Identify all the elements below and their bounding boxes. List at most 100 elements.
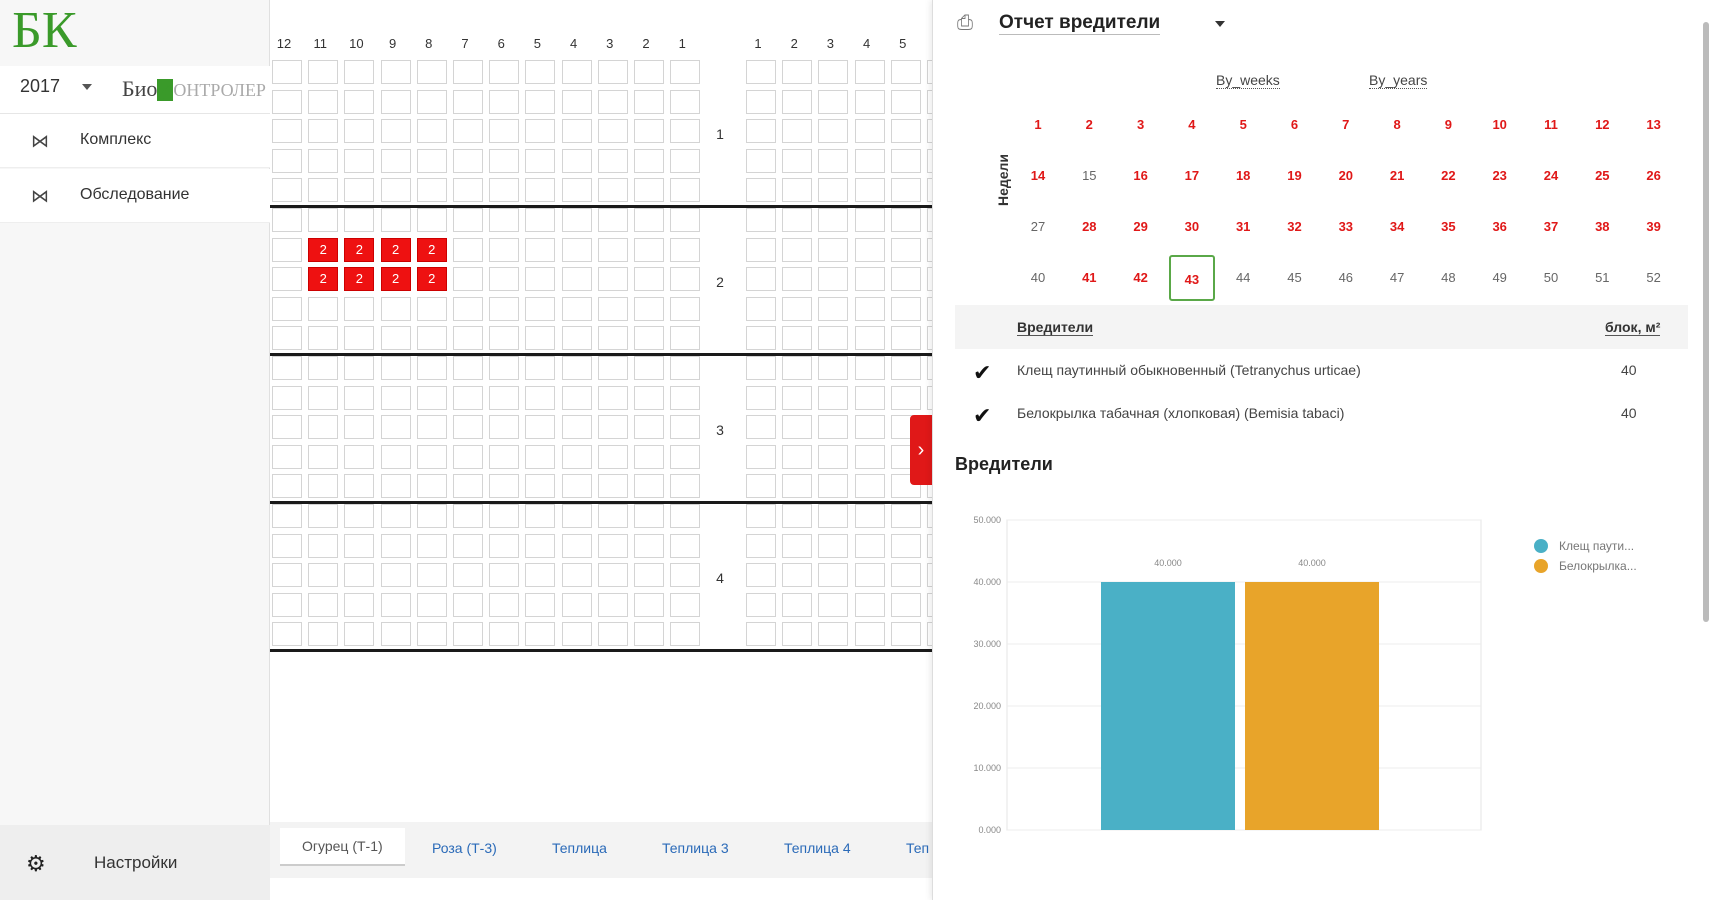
grid-cell[interactable] (782, 504, 813, 528)
grid-cell[interactable] (854, 356, 885, 380)
grid-cell[interactable] (597, 326, 628, 350)
grid-cell[interactable] (854, 326, 885, 350)
grid-cell[interactable] (525, 148, 556, 173)
week-day[interactable]: 30 (1184, 219, 1200, 234)
grid-cell[interactable] (670, 89, 701, 114)
grid-cell[interactable] (453, 356, 483, 380)
grid-cell[interactable] (344, 119, 375, 143)
grid-cell[interactable] (272, 178, 302, 202)
grid-cell[interactable] (854, 178, 885, 202)
grid-cell[interactable] (854, 474, 885, 498)
grid-cell[interactable] (416, 592, 447, 617)
grid-cell[interactable] (818, 474, 849, 498)
grid-cell[interactable] (380, 385, 411, 410)
week-day[interactable]: 31 (1235, 219, 1251, 234)
grid-cell[interactable] (380, 89, 411, 114)
grid-cell[interactable] (782, 622, 813, 646)
grid-cell[interactable] (489, 60, 520, 84)
grid-cell[interactable] (670, 504, 701, 528)
grid-cell[interactable] (416, 474, 447, 498)
grid-cell[interactable] (308, 474, 339, 498)
grid-cell[interactable] (561, 444, 592, 469)
grid-cell[interactable] (489, 563, 520, 587)
grid-cell[interactable] (453, 444, 483, 469)
col-header-block[interactable]: блок, м² (1605, 319, 1661, 336)
grid-cell[interactable] (782, 119, 813, 143)
grid-cell[interactable] (634, 504, 664, 528)
grid-cell[interactable] (272, 474, 302, 498)
grid-cell[interactable] (597, 237, 628, 262)
grid-cell[interactable] (453, 504, 483, 528)
grid-cell[interactable] (272, 119, 302, 143)
grid-cell[interactable] (344, 356, 375, 380)
grid-cell[interactable] (782, 237, 813, 262)
grid-cell[interactable] (453, 592, 483, 617)
grid-cell[interactable] (489, 385, 520, 410)
grid-cell[interactable] (525, 356, 556, 380)
grid-cell-marked[interactable]: 2 (308, 237, 339, 262)
grid-cell[interactable] (818, 504, 849, 528)
grid-cell[interactable] (634, 385, 664, 410)
grid-cell[interactable] (818, 119, 849, 143)
grid-cell[interactable] (634, 415, 664, 439)
week-day[interactable]: 17 (1184, 168, 1200, 183)
grid-cell[interactable] (670, 533, 701, 558)
grid-cell[interactable] (380, 356, 411, 380)
print-icon[interactable]: ⎙ (957, 12, 973, 34)
grid-cell[interactable] (416, 356, 447, 380)
grid-cell[interactable] (525, 474, 556, 498)
grid-cell[interactable] (308, 504, 339, 528)
chevron-down-icon[interactable] (1215, 21, 1225, 27)
grid-cell-marked[interactable]: 2 (344, 237, 375, 262)
grid-cell[interactable] (561, 563, 592, 587)
grid-cell[interactable] (746, 89, 776, 114)
grid-cell[interactable] (561, 533, 592, 558)
grid-cell[interactable] (416, 385, 447, 410)
grid-cell[interactable] (308, 533, 339, 558)
grid-cell[interactable] (746, 385, 776, 410)
grid-cell[interactable] (854, 563, 885, 587)
grid-cell[interactable] (344, 178, 375, 202)
grid-cell[interactable] (818, 60, 849, 84)
grid-cell[interactable] (597, 60, 628, 84)
grid-cell[interactable] (272, 533, 302, 558)
grid-cell[interactable] (597, 119, 628, 143)
grid-cell[interactable] (597, 208, 628, 232)
grid-cell[interactable] (561, 296, 592, 321)
grid-cell[interactable] (525, 385, 556, 410)
grid-cell[interactable] (380, 178, 411, 202)
week-day[interactable]: 29 (1133, 219, 1148, 234)
sidebar-item-complex[interactable]: ⋈ Комплекс (0, 114, 270, 168)
grid-cell[interactable] (380, 296, 411, 321)
grid-cell[interactable] (746, 208, 776, 232)
grid-cell[interactable] (634, 60, 664, 84)
week-day[interactable]: 22 (1441, 168, 1456, 183)
grid-cell[interactable] (489, 444, 520, 469)
grid-cell[interactable] (890, 237, 921, 262)
grid-cell[interactable] (380, 563, 411, 587)
grid-cell[interactable] (272, 296, 302, 321)
chevron-down-icon[interactable] (82, 84, 92, 90)
grid-cell[interactable] (854, 415, 885, 439)
grid-cell[interactable] (927, 326, 932, 350)
app-logo[interactable]: БК (12, 2, 77, 59)
grid-cell[interactable] (525, 326, 556, 350)
tab-greenhouse-4[interactable]: Теплица 4 (784, 840, 851, 856)
grid-cell[interactable] (344, 89, 375, 114)
grid-cell[interactable] (525, 237, 556, 262)
bar[interactable] (1101, 582, 1235, 830)
grid-cell[interactable] (670, 119, 701, 143)
grid-cell[interactable] (890, 385, 921, 410)
grid-cell[interactable] (927, 267, 932, 291)
week-day[interactable]: 35 (1441, 219, 1456, 234)
grid-cell[interactable] (489, 592, 520, 617)
grid-cell[interactable] (854, 622, 885, 646)
grid-cell[interactable] (561, 622, 592, 646)
week-selected[interactable]: 43 (1168, 255, 1215, 301)
grid-cell[interactable] (746, 60, 776, 84)
week-day[interactable]: 51 (1595, 270, 1610, 285)
grid-cell[interactable] (927, 237, 932, 262)
grid-cell[interactable] (746, 592, 776, 617)
grid-cell[interactable] (746, 148, 776, 173)
grid-cell[interactable] (344, 326, 375, 350)
